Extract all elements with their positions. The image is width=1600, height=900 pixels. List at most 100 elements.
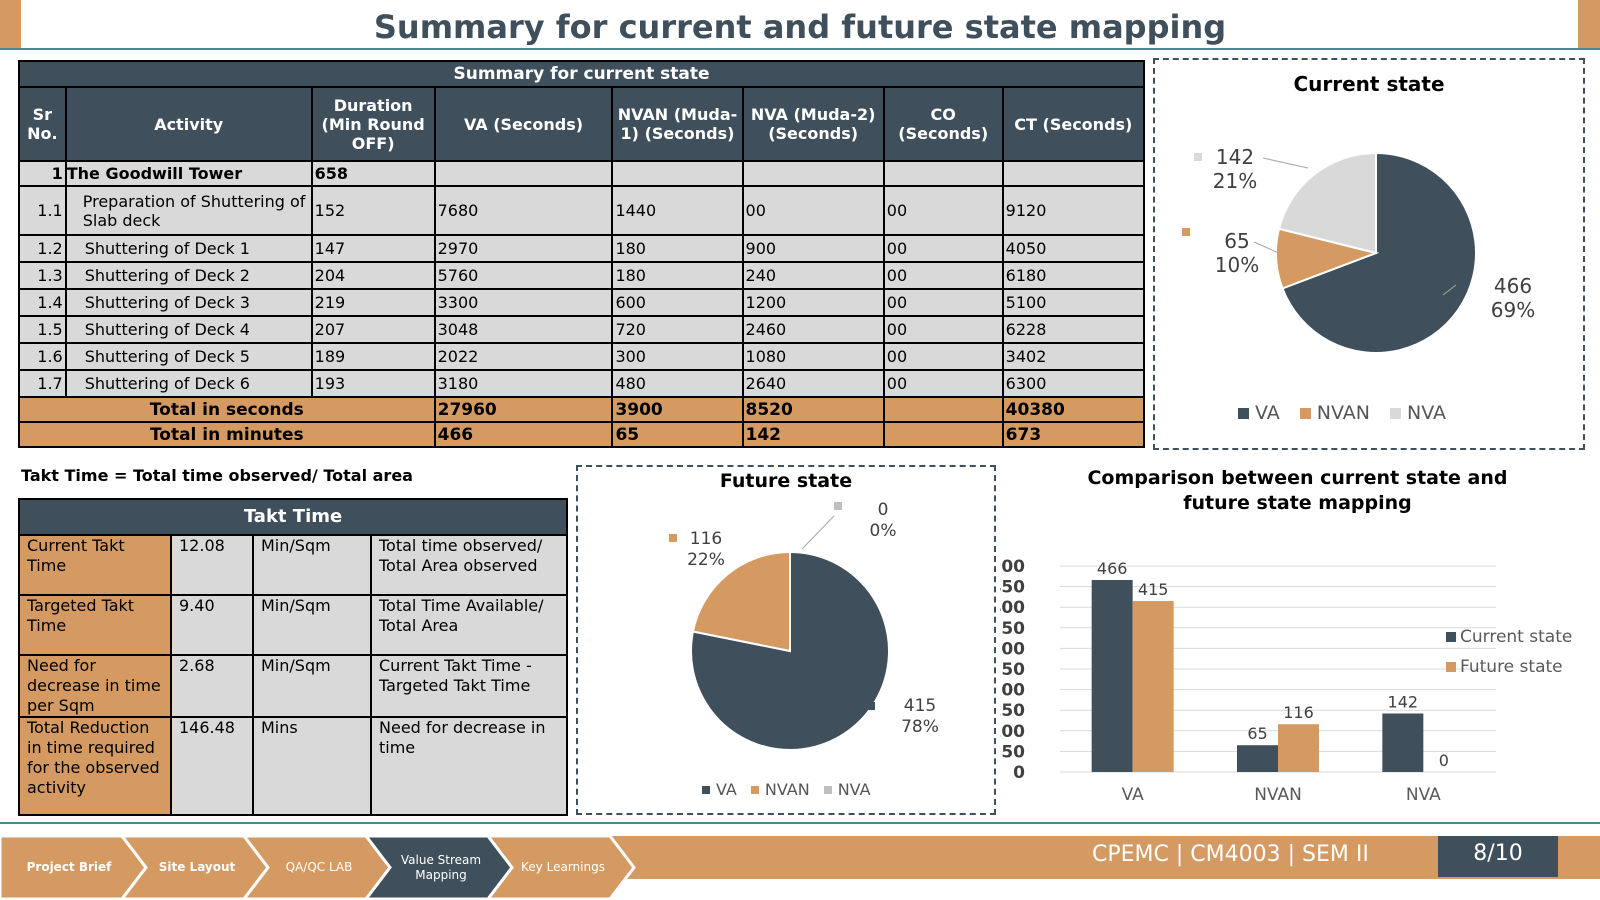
cell-nva: 2640 bbox=[741, 369, 885, 398]
total-minutes-va: 466 bbox=[433, 421, 614, 448]
cell-activity: Shuttering of Deck 3 bbox=[64, 288, 313, 317]
nav-chevron-shape bbox=[120, 836, 270, 899]
total-minutes-row: Total in minutes 466 65 142 673 bbox=[18, 421, 1146, 448]
legend-label: NVAN bbox=[1316, 402, 1370, 424]
future-state-panel bbox=[576, 465, 996, 815]
nav-tab-key-learnings[interactable]: Key Learnings bbox=[521, 860, 605, 874]
takt-label: Total Reduction in time required for the… bbox=[18, 716, 172, 816]
slice-value-label: 65 bbox=[1224, 229, 1249, 253]
takt-row: Need for decrease in time per Sqm 2.68 Min… bbox=[18, 654, 569, 718]
bar-value-label: 0 bbox=[1439, 751, 1449, 770]
cell-nvan: 300 bbox=[611, 342, 744, 371]
nav-tab-site-layout[interactable]: Site Layout bbox=[158, 860, 236, 874]
cell-nva: 240 bbox=[741, 261, 885, 290]
cell-nva: 00 bbox=[741, 185, 885, 236]
pie-slice-nvan bbox=[691, 550, 791, 653]
leader-line bbox=[1262, 157, 1309, 169]
y-tick-label: 0 bbox=[1013, 763, 1025, 783]
total-minutes-label: Total in minutes bbox=[18, 421, 436, 448]
takt-note: Total Time Available/ Total Area bbox=[369, 594, 569, 656]
bar-va-future bbox=[1132, 601, 1174, 772]
y-tick-label: 350 bbox=[1000, 619, 1025, 639]
legend-item-va: VA bbox=[702, 780, 737, 799]
bar-value-label: 466 bbox=[1097, 559, 1128, 578]
table-row: 1.1 Preparation of Shuttering of Slab dec… bbox=[18, 185, 1146, 236]
page-title: Summary for current and future state map… bbox=[373, 8, 1227, 46]
cell-duration: 219 bbox=[310, 288, 436, 317]
legend-swatch bbox=[1446, 662, 1456, 672]
cell-duration: 189 bbox=[310, 342, 436, 371]
bar-nvan-current bbox=[1237, 745, 1278, 772]
column-header: VA (Seconds) bbox=[433, 86, 614, 162]
slice-value-label: 116 bbox=[690, 529, 722, 549]
bar-va-current bbox=[1091, 580, 1133, 772]
current-state-legend: VA NVAN NVA bbox=[1238, 402, 1446, 424]
cell-activity: Preparation of Shuttering of Slab deck bbox=[64, 185, 313, 236]
comparison-bar-chart: 050100150200250300350400450500466415VA65… bbox=[1000, 557, 1572, 805]
nav-tab-value-stream-mapping[interactable]: Value Stream Mapping bbox=[400, 852, 482, 882]
label-marker bbox=[1194, 153, 1202, 161]
slice-percent-label: 21% bbox=[1213, 169, 1257, 193]
table-caption: Summary for current state bbox=[18, 60, 1145, 88]
total-seconds-nvan: 3900 bbox=[611, 396, 744, 423]
cell-duration: 152 bbox=[310, 185, 436, 236]
label-marker bbox=[834, 502, 842, 510]
cell-va: 2022 bbox=[433, 342, 614, 371]
total-minutes-nva: 142 bbox=[741, 421, 885, 448]
cell-va: 3048 bbox=[433, 315, 614, 344]
takt-unit: Min/Sqm bbox=[252, 534, 372, 596]
bar-value-label: 65 bbox=[1247, 724, 1267, 743]
future-state-legend: VA NVAN NVA bbox=[702, 780, 871, 799]
legend-label: Future state bbox=[1460, 657, 1563, 677]
cell-sr: 1.6 bbox=[18, 342, 67, 371]
column-header: CO (Seconds) bbox=[882, 86, 1004, 162]
takt-value: 9.40 bbox=[170, 594, 254, 656]
header-divider bbox=[0, 48, 1600, 50]
cell-nvan: 180 bbox=[611, 234, 744, 263]
legend-swatch bbox=[750, 785, 759, 794]
cell-co: 00 bbox=[882, 342, 1004, 371]
legend-label: VA bbox=[1255, 402, 1280, 424]
takt-time-table: Takt Time Current Takt Time 12.08 Min/Sqm T… bbox=[17, 498, 569, 816]
table-row: 1.7 Shuttering of Deck 6 193 3180 480 2640 00 6… bbox=[18, 369, 1146, 398]
slice-percent-label: 22% bbox=[687, 550, 725, 570]
y-tick-label: 450 bbox=[1000, 578, 1025, 598]
takt-unit: Min/Sqm bbox=[252, 594, 372, 656]
y-tick-label: 300 bbox=[1000, 639, 1025, 659]
takt-row: Targeted Takt Time 9.40 Min/Sqm Total Time … bbox=[18, 594, 569, 656]
nav-tab-qa-qc-lab[interactable]: QA/QC LAB bbox=[285, 860, 353, 874]
legend-swatch bbox=[702, 785, 710, 794]
cell-nva: 900 bbox=[741, 234, 885, 263]
total-seconds-row: Total in seconds 27960 3900 8520 40380 bbox=[18, 396, 1146, 423]
leader-line bbox=[1253, 241, 1282, 255]
cell-sr: 1.2 bbox=[18, 234, 67, 263]
legend-item-va: VA bbox=[1238, 402, 1280, 424]
future-state-chart-title: Future state bbox=[719, 470, 853, 492]
group-row: 1 The Goodwill Tower 658 bbox=[18, 160, 1146, 187]
leader-line bbox=[1442, 284, 1457, 296]
nav-chevron-shape bbox=[486, 836, 636, 899]
takt-note: Total time observed/ Total Area observed bbox=[369, 534, 569, 596]
table-row: 1.5 Shuttering of Deck 4 207 3048 720 2460 00 6… bbox=[18, 315, 1146, 344]
table-row: 1.3 Shuttering of Deck 2 204 5760 180 240 00 61… bbox=[18, 261, 1146, 290]
x-category-label: VA bbox=[1122, 785, 1145, 805]
total-seconds-nva: 8520 bbox=[741, 396, 885, 423]
takt-label: Current Takt Time bbox=[18, 534, 172, 596]
takt-table-caption: Takt Time bbox=[17, 498, 569, 536]
cell-ct: 4050 bbox=[1001, 234, 1146, 263]
slice-percent-label: 10% bbox=[1215, 253, 1259, 277]
nav-tab-project-brief[interactable]: Project Brief bbox=[26, 860, 112, 874]
legend-swatch bbox=[1446, 632, 1456, 642]
cell-activity: Shuttering of Deck 1 bbox=[64, 234, 313, 263]
cell-va: 3300 bbox=[433, 288, 614, 317]
cell-duration: 204 bbox=[310, 261, 436, 290]
cell-nva: 2460 bbox=[741, 315, 885, 344]
takt-row: Total Reduction in time required for the… bbox=[18, 716, 569, 816]
legend-swatch bbox=[823, 785, 832, 794]
column-header: NVAN (Muda-1) (Seconds) bbox=[611, 86, 744, 162]
cell-co: 00 bbox=[882, 185, 1004, 236]
y-tick-label: 50 bbox=[1001, 742, 1025, 762]
bar-nvan-future bbox=[1278, 724, 1319, 772]
cell-nva: 1200 bbox=[741, 288, 885, 317]
column-header: Sr No. bbox=[18, 86, 67, 162]
